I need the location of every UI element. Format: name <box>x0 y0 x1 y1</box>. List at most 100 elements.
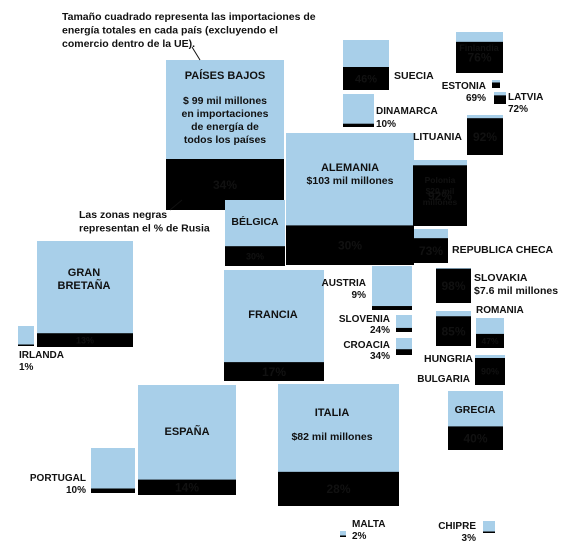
belgica-percent: 30% <box>246 251 264 261</box>
irlanda-total-box <box>18 326 34 346</box>
eslovaquia-percent: 98% <box>441 279 465 293</box>
chipre-name: CHIPRE <box>438 521 476 532</box>
suecia-russia-share <box>343 67 389 90</box>
letonia-percent: 72% <box>508 104 528 115</box>
hungria-name: HUNGRIA <box>424 353 473 365</box>
size-note-line: comercio dentro de la UE). <box>62 38 195 50</box>
country-hungria: HUNGRIA 85% <box>424 311 473 365</box>
rumania-russia-share <box>476 333 504 348</box>
dinamarca-percent: 10% <box>376 119 396 130</box>
country-belgica: BÉLGICA 30% <box>225 200 285 266</box>
country-grecia: GRECIA 40% <box>448 391 503 450</box>
letonia-name: LATVIA <box>508 92 543 103</box>
country-italia: ITALIA $82 mil millones 28% <box>278 384 399 506</box>
portugal-name: PORTUGAL <box>30 473 86 484</box>
size-note-pointer <box>191 46 201 61</box>
republica-checa-russia-share <box>414 238 448 263</box>
croacia-russia-share <box>396 349 412 355</box>
country-lituania: LITUANIA 92% <box>413 115 503 155</box>
suecia-name: SUECIA <box>394 70 434 82</box>
espana-percent: 14% <box>175 481 199 495</box>
austria-total-box <box>372 266 412 310</box>
italia-percent: 28% <box>326 482 350 496</box>
estonia-name: ESTONIA <box>442 81 486 92</box>
dinamarca-name: DINAMARCA <box>376 106 438 117</box>
eslovenia-total-box <box>396 315 412 332</box>
rumania-name: ROMANIA <box>476 305 524 316</box>
belgica-russia-share <box>225 246 285 266</box>
country-espana: ESPAÑA 14% <box>138 385 236 495</box>
malta-russia-share <box>340 535 346 537</box>
country-eslovaquia: SLOVAKIA$7.6 mil millones 98% <box>436 268 558 303</box>
dinamarca-russia-share <box>343 123 374 127</box>
irlanda-name: IRLANDA <box>19 350 64 361</box>
belgica-name: BÉLGICA <box>231 215 279 228</box>
croacia-percent: 34% <box>370 351 390 362</box>
portugal-russia-share <box>91 488 135 493</box>
republica-checa-name: REPUBLICA CHECA <box>452 244 554 256</box>
croacia-name: CROACIA <box>343 340 390 351</box>
eslovenia-name: SLOVENIA <box>339 314 390 325</box>
dinamarca-total-box <box>343 94 374 127</box>
eslovaquia-name: SLOVAKIA <box>474 272 528 284</box>
lituania-russia-share <box>467 118 503 155</box>
portugal-total-box <box>91 448 135 493</box>
paises-bajos-percent: 34% <box>213 178 237 192</box>
bulgaria-percent: 90% <box>481 367 499 377</box>
portugal-percent: 10% <box>66 485 86 496</box>
polonia-russia-share <box>413 165 467 226</box>
gran-bretana-russia-share <box>37 333 133 347</box>
eslovaquia-detail-line: $7.6 mil millones <box>474 285 558 297</box>
gran-bretana-percent: 13% <box>76 335 94 345</box>
estonia-percent: 69% <box>466 93 486 104</box>
hungria-percent: 85% <box>441 324 465 338</box>
polonia-percent: 92% <box>428 189 452 203</box>
eslovaquia-russia-share <box>436 268 471 303</box>
gran-bretana-total-box <box>37 241 133 347</box>
irlanda-russia-share <box>18 344 34 346</box>
lituania-name: LITUANIA <box>413 131 462 143</box>
grecia-russia-share <box>448 426 503 450</box>
estonia-russia-share <box>492 82 500 88</box>
paises-bajos-detail-line: de energía de <box>191 121 259 133</box>
letonia-russia-share <box>494 95 506 104</box>
bulgaria-name: BULGARIA <box>417 374 470 385</box>
lituania-percent: 92% <box>473 130 497 144</box>
italia-name: ITALIA <box>315 407 350 419</box>
chipre-russia-share <box>483 531 495 533</box>
finlandia-name: Finlandia <box>459 43 499 53</box>
finlandia-russia-share <box>456 41 503 73</box>
dark-note-pointer <box>169 199 183 211</box>
grecia-name: GRECIA <box>455 404 496 416</box>
country-dinamarca: DINAMARCA 10% <box>343 94 438 130</box>
austria-name: AUSTRIA <box>322 278 366 289</box>
malta-name: MALTA <box>352 519 386 530</box>
gran-bretana-name-line: GRAN <box>68 267 100 279</box>
dark-note-line: Las zonas negras <box>79 209 167 221</box>
country-alemania: ALEMANIA$103 mil millones 30% <box>286 133 414 265</box>
alemania-name: ALEMANIA <box>321 162 379 174</box>
chipre-total-box <box>483 521 495 533</box>
espana-russia-share <box>138 479 236 495</box>
suecia-percent: 46% <box>355 73 377 85</box>
alemania-russia-share <box>286 225 414 265</box>
paises-bajos-detail-line: $ 99 mil millones <box>183 95 267 107</box>
dark-note-line: representan el % de Rusia <box>79 223 210 235</box>
grecia-percent: 40% <box>463 432 487 446</box>
chipre-percent: 3% <box>462 533 477 544</box>
hungria-russia-share <box>436 316 471 346</box>
malta-total-box <box>340 531 346 537</box>
austria-russia-share <box>372 306 412 310</box>
paises-bajos-detail-line: todos los países <box>184 134 266 146</box>
polonia-detail-line: millones <box>423 197 458 207</box>
